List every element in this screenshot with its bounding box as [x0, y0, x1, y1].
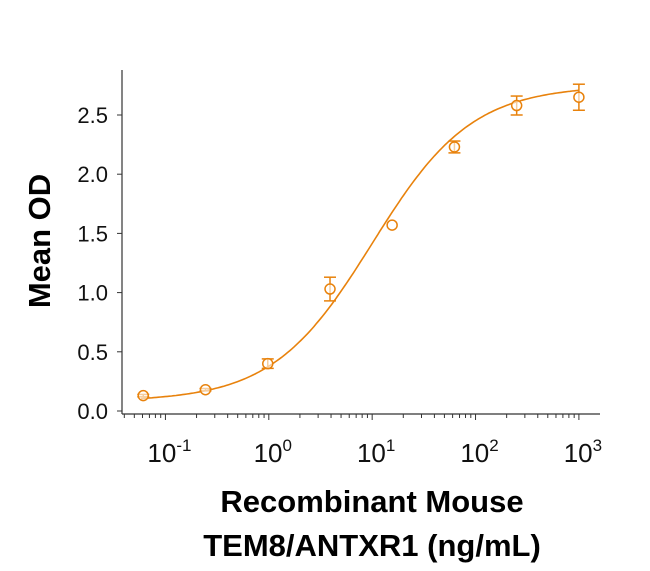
data-point	[199, 383, 212, 396]
data-point	[510, 99, 523, 112]
fit-curve	[140, 89, 579, 400]
y-tick-label: 2.5	[77, 103, 108, 128]
x-tick-label: 103	[564, 436, 602, 468]
x-tick-label: 101	[357, 436, 395, 468]
data-point	[386, 219, 398, 231]
x-tick-label: 100	[254, 436, 292, 468]
x-tick-label: 10-1	[147, 436, 191, 468]
y-tick-label: 0.5	[77, 340, 108, 365]
x-tick-label: 102	[460, 436, 498, 468]
data-point	[448, 141, 461, 153]
data-point	[324, 283, 336, 295]
y-tick-label: 1.0	[77, 281, 108, 306]
x-axis-label-line1: Recombinant Mouse	[220, 484, 523, 519]
data-point	[573, 91, 585, 103]
x-axis-label-line2: TEM8/ANTXR1 (ng/mL)	[203, 528, 541, 563]
y-tick-label: 2.0	[77, 162, 108, 187]
data-point	[137, 389, 149, 402]
y-axis-label: Mean OD	[22, 174, 57, 308]
y-tick-label: 0.0	[77, 399, 108, 424]
data-point	[262, 357, 274, 370]
y-tick-label: 1.5	[77, 221, 108, 246]
